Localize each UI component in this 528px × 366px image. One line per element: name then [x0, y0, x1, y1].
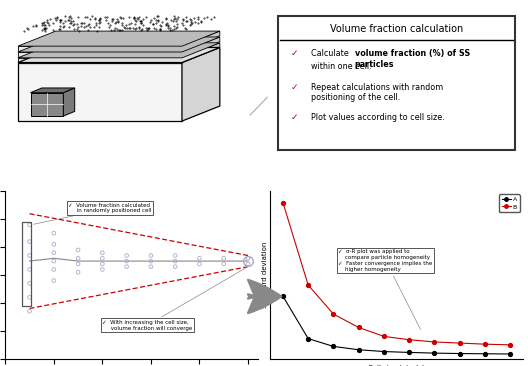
- Point: [25, 253, 34, 258]
- Point: [25, 308, 34, 314]
- Text: ✓  With increasing the cell size,
     volume fraction will converge: ✓ With increasing the cell size, volume …: [102, 268, 246, 330]
- Point: [50, 230, 58, 236]
- Polygon shape: [182, 48, 220, 121]
- Polygon shape: [63, 88, 74, 116]
- Polygon shape: [182, 37, 220, 57]
- Polygon shape: [18, 63, 182, 121]
- Point: [50, 258, 58, 264]
- Legend: A, B: A, B: [499, 194, 520, 212]
- Point: [122, 264, 131, 270]
- Point: [98, 250, 107, 255]
- Point: [50, 242, 58, 247]
- Text: Volume fraction calculation: Volume fraction calculation: [330, 24, 463, 34]
- Polygon shape: [182, 43, 220, 63]
- Text: ✓: ✓: [290, 83, 298, 92]
- Text: ✓  σ-R plot was applied to
    compare particle homogeneity
✓  Faster convergenc: ✓ σ-R plot was applied to compare partic…: [338, 249, 433, 329]
- Point: [25, 294, 34, 300]
- Point: [50, 278, 58, 284]
- Point: [195, 261, 204, 267]
- Point: [220, 261, 228, 267]
- Point: [74, 269, 82, 275]
- FancyBboxPatch shape: [278, 16, 515, 150]
- Point: [98, 261, 107, 267]
- Point: [195, 255, 204, 261]
- Polygon shape: [18, 48, 220, 63]
- Text: ✓  Volume fraction calculated
     in randomly positioned cell: ✓ Volume fraction calculated in randomly…: [34, 203, 152, 224]
- Point: [98, 266, 107, 272]
- Point: [25, 266, 34, 272]
- Polygon shape: [18, 43, 220, 58]
- Point: [171, 258, 180, 264]
- Point: [171, 264, 180, 270]
- Point: [244, 255, 252, 261]
- Y-axis label: Standard deviation: Standard deviation: [261, 242, 268, 308]
- Point: [74, 261, 82, 267]
- Point: [147, 253, 155, 258]
- Point: [171, 253, 180, 258]
- Polygon shape: [182, 31, 220, 51]
- Polygon shape: [31, 88, 74, 93]
- Point: [50, 250, 58, 255]
- Text: volume fraction (%) of SS
particles: volume fraction (%) of SS particles: [355, 49, 470, 68]
- Point: [220, 255, 228, 261]
- Point: [98, 255, 107, 261]
- Polygon shape: [18, 52, 182, 57]
- Point: [25, 222, 34, 228]
- Point: [122, 258, 131, 264]
- Polygon shape: [18, 58, 182, 63]
- Point: [25, 280, 34, 286]
- Point: [122, 253, 131, 258]
- Point: [50, 266, 58, 272]
- Point: [244, 261, 252, 267]
- Text: Plot values according to cell size.: Plot values according to cell size.: [310, 113, 445, 122]
- Text: ✓: ✓: [290, 49, 298, 58]
- Point: [147, 264, 155, 270]
- Text: within one cell.: within one cell.: [310, 62, 371, 71]
- Text: ✓: ✓: [290, 113, 298, 122]
- Polygon shape: [18, 37, 220, 52]
- Point: [74, 247, 82, 253]
- Point: [147, 258, 155, 264]
- Text: Calculate: Calculate: [310, 49, 351, 58]
- Polygon shape: [18, 31, 220, 46]
- Point: [74, 255, 82, 261]
- Polygon shape: [18, 46, 182, 51]
- Point: [25, 239, 34, 244]
- X-axis label: Cell size (pixels): Cell size (pixels): [368, 364, 425, 366]
- Text: Repeat calculations with random
positioning of the cell.: Repeat calculations with random position…: [310, 83, 443, 102]
- Bar: [22, 222, 31, 306]
- Polygon shape: [31, 93, 63, 116]
